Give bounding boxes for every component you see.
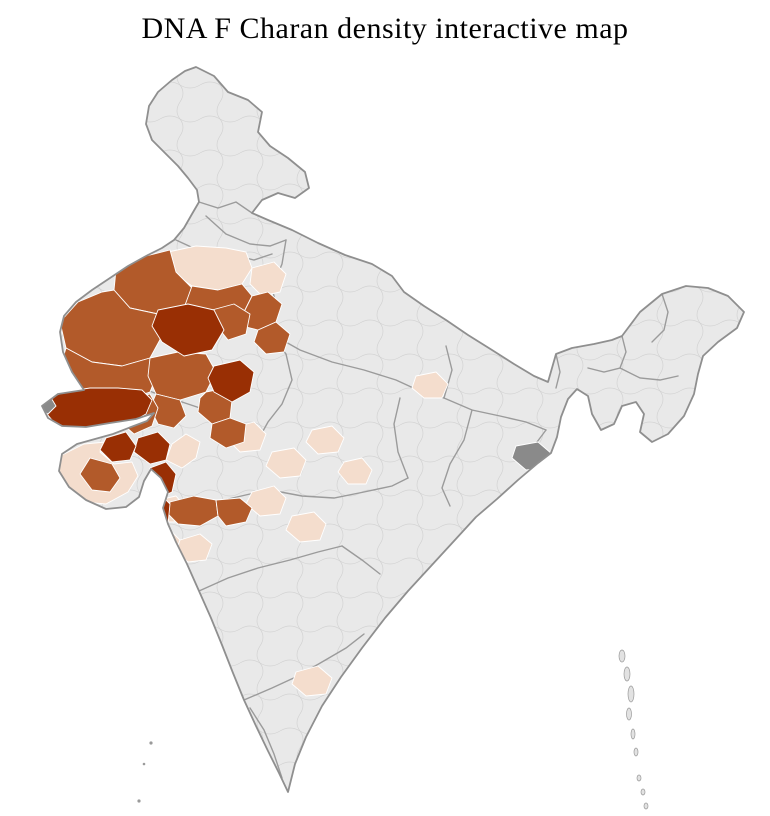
district-35[interactable] [99, 431, 137, 463]
state-border-line-8 [269, 477, 409, 499]
lakshadweep-island-3 [137, 799, 141, 803]
andaman-island-3 [627, 685, 635, 703]
district-14[interactable] [411, 371, 449, 399]
andaman-island-7 [636, 774, 642, 782]
page-title: DNA F Charan density interactive map [141, 12, 629, 45]
state-border-line-1 [198, 201, 253, 214]
district-08[interactable] [337, 457, 373, 485]
andaman-island-9 [643, 802, 649, 810]
lakshadweep-island-2 [142, 762, 146, 766]
state-border-line-16 [341, 545, 381, 575]
andaman-island-8 [640, 788, 646, 796]
state-border-line-11 [443, 345, 453, 399]
district-29[interactable] [167, 495, 219, 527]
andaman-island-6 [633, 747, 639, 757]
state-border-line-2 [205, 215, 287, 247]
district-02[interactable] [249, 261, 287, 297]
district-32[interactable] [207, 359, 255, 403]
andaman-island-5 [630, 728, 636, 740]
district-05[interactable] [305, 425, 345, 455]
state-border-line-9 [393, 397, 409, 479]
state-border-line-21 [651, 293, 669, 343]
district-31[interactable] [151, 303, 225, 357]
district-28[interactable] [79, 457, 121, 493]
islands-layer [137, 649, 649, 810]
lakshadweep-island-1 [149, 741, 153, 745]
district-25[interactable] [209, 417, 247, 449]
district-34[interactable] [133, 431, 171, 465]
state-border-line-14 [441, 409, 473, 507]
district-10[interactable] [165, 433, 201, 469]
district-07[interactable] [285, 511, 327, 543]
state-border-line-20 [619, 367, 679, 381]
andaman-island-1 [618, 649, 626, 663]
state-border-line-22 [555, 353, 561, 389]
state-border-line-18 [249, 707, 283, 779]
state-border-line-15 [198, 545, 343, 592]
district-30[interactable] [215, 497, 253, 527]
district-22[interactable] [253, 321, 291, 355]
andaman-island-2 [623, 666, 631, 682]
state-border-line-12 [443, 397, 547, 431]
india-outline [41, 66, 745, 793]
district-15[interactable] [291, 665, 333, 697]
district-04[interactable] [265, 447, 307, 479]
andaman-island-4 [626, 707, 632, 721]
